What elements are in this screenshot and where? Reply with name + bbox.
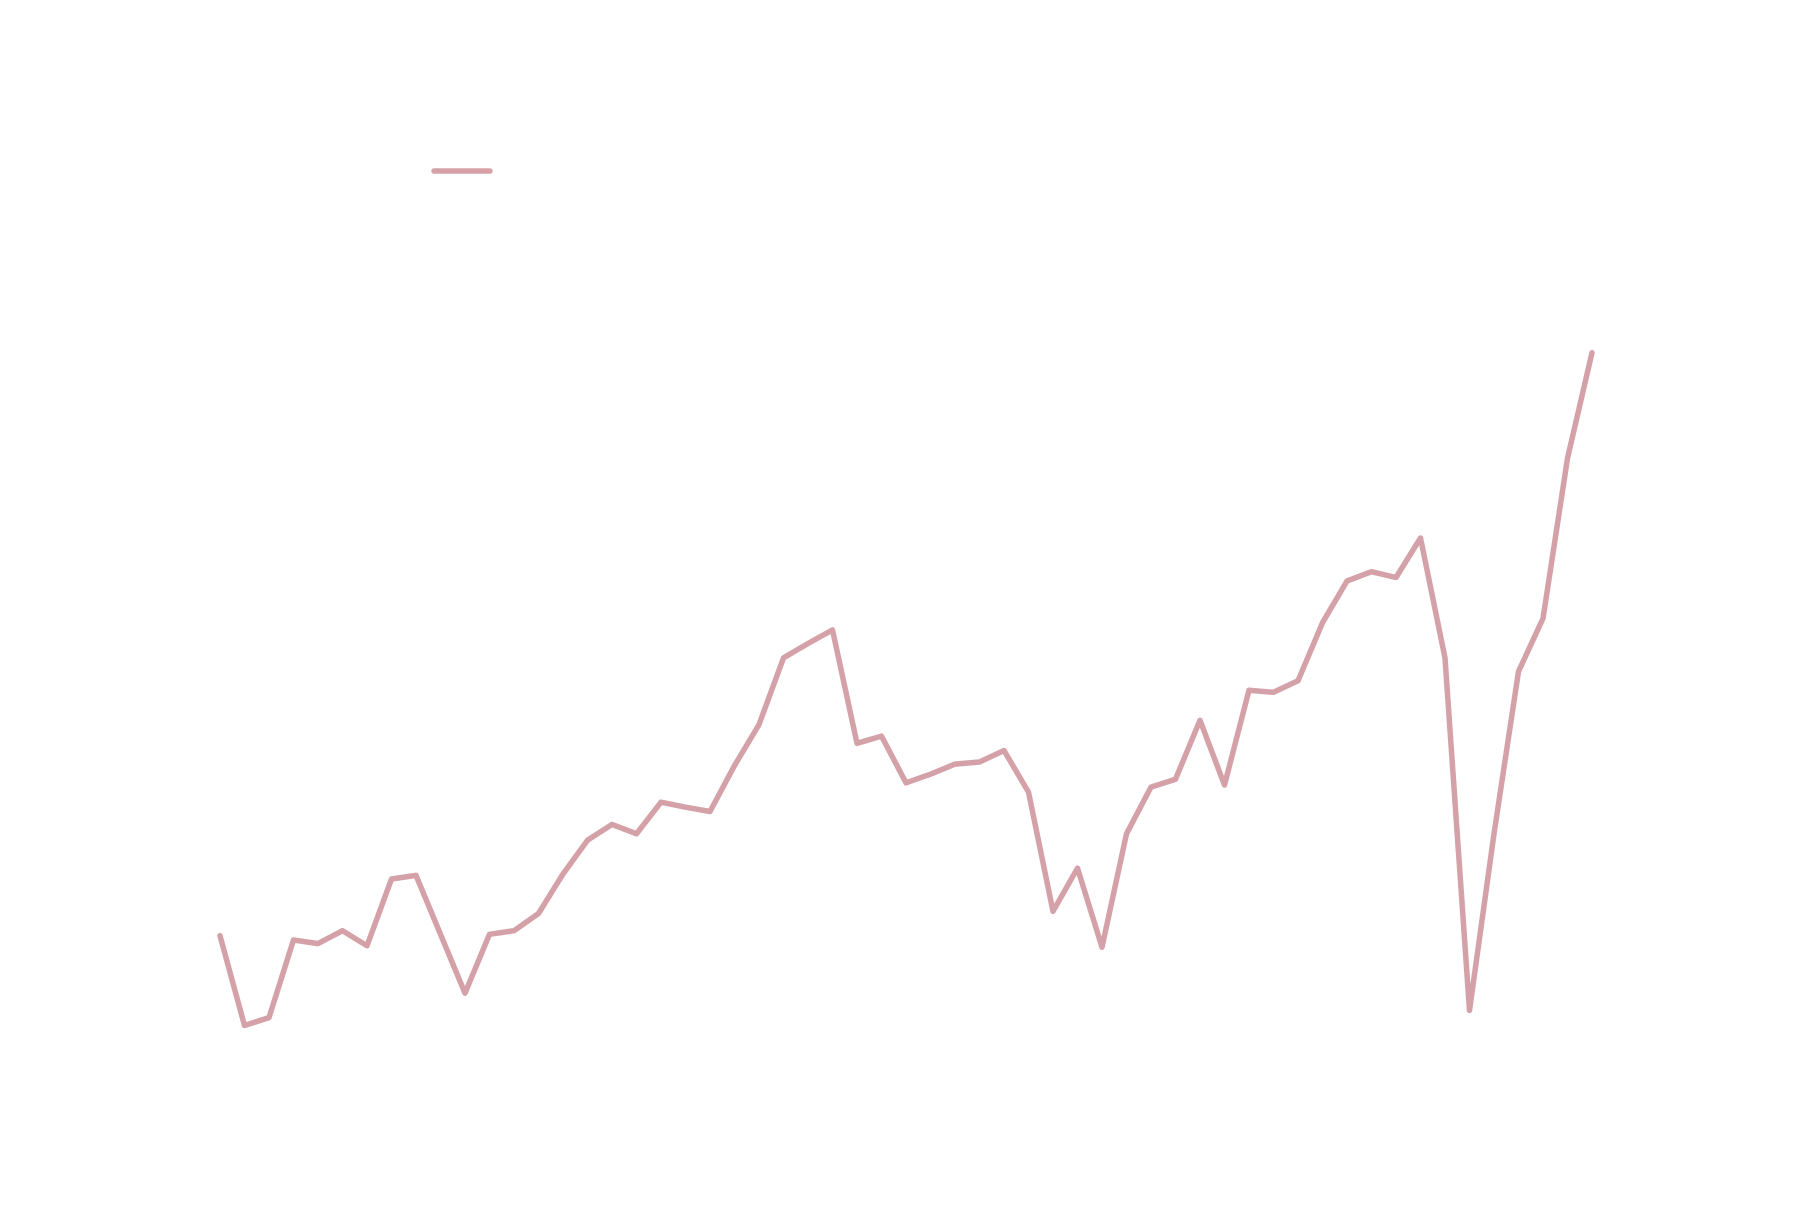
data-line	[217, 349, 1595, 1029]
